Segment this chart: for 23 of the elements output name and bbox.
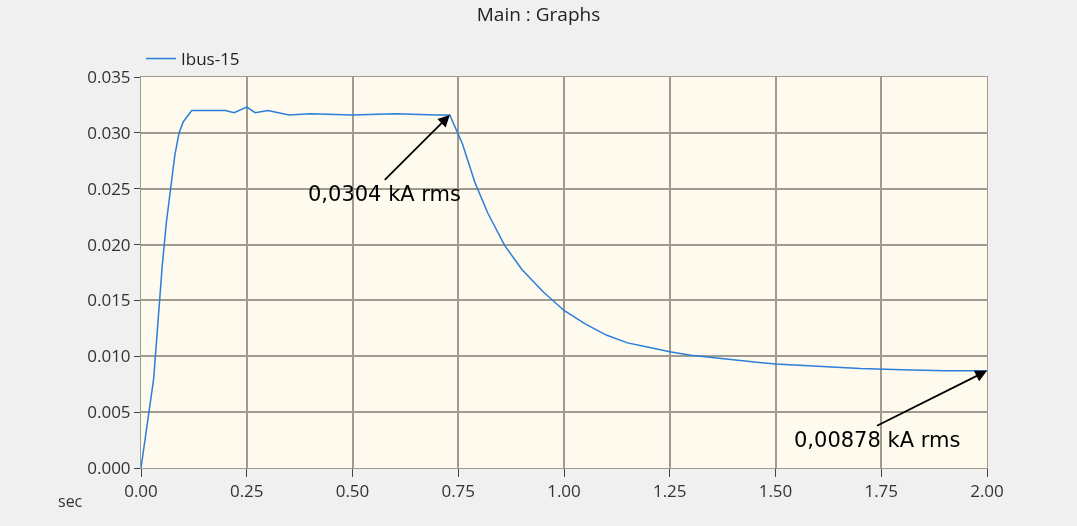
x-tick-label: 1.00 <box>547 479 581 503</box>
y-tick-label: 0.000 <box>87 455 131 479</box>
y-tick-label: 0.035 <box>87 64 131 88</box>
x-tick-label: 1.50 <box>758 479 793 503</box>
x-tick-label: 1.75 <box>864 479 899 503</box>
y-tick-label: 0.010 <box>87 344 131 368</box>
x-tick-label: 0.50 <box>335 479 370 503</box>
y-tick-label: 0.030 <box>87 120 131 144</box>
x-tick-label: 0.00 <box>124 479 158 503</box>
x-tick-label: 0.25 <box>229 479 264 503</box>
y-tick-label: 0.015 <box>87 288 131 312</box>
x-axis-title: sec <box>58 490 83 512</box>
x-tick-label: 0.75 <box>441 479 476 503</box>
y-tick-label: 0.005 <box>87 400 131 424</box>
line-series <box>141 106 987 468</box>
y-tick-label: 0.020 <box>87 232 131 256</box>
annotation: 0,0304 kA rms <box>308 182 462 206</box>
annotation: 0,00878 kA rms <box>794 428 961 452</box>
y-tick-label: 0.025 <box>87 176 131 200</box>
legend-label: Ibus-15 <box>181 47 240 71</box>
x-tick-label: 2.00 <box>970 479 1004 503</box>
x-tick-label: 1.25 <box>652 479 687 503</box>
chart-title: Main : Graphs <box>476 1 601 28</box>
